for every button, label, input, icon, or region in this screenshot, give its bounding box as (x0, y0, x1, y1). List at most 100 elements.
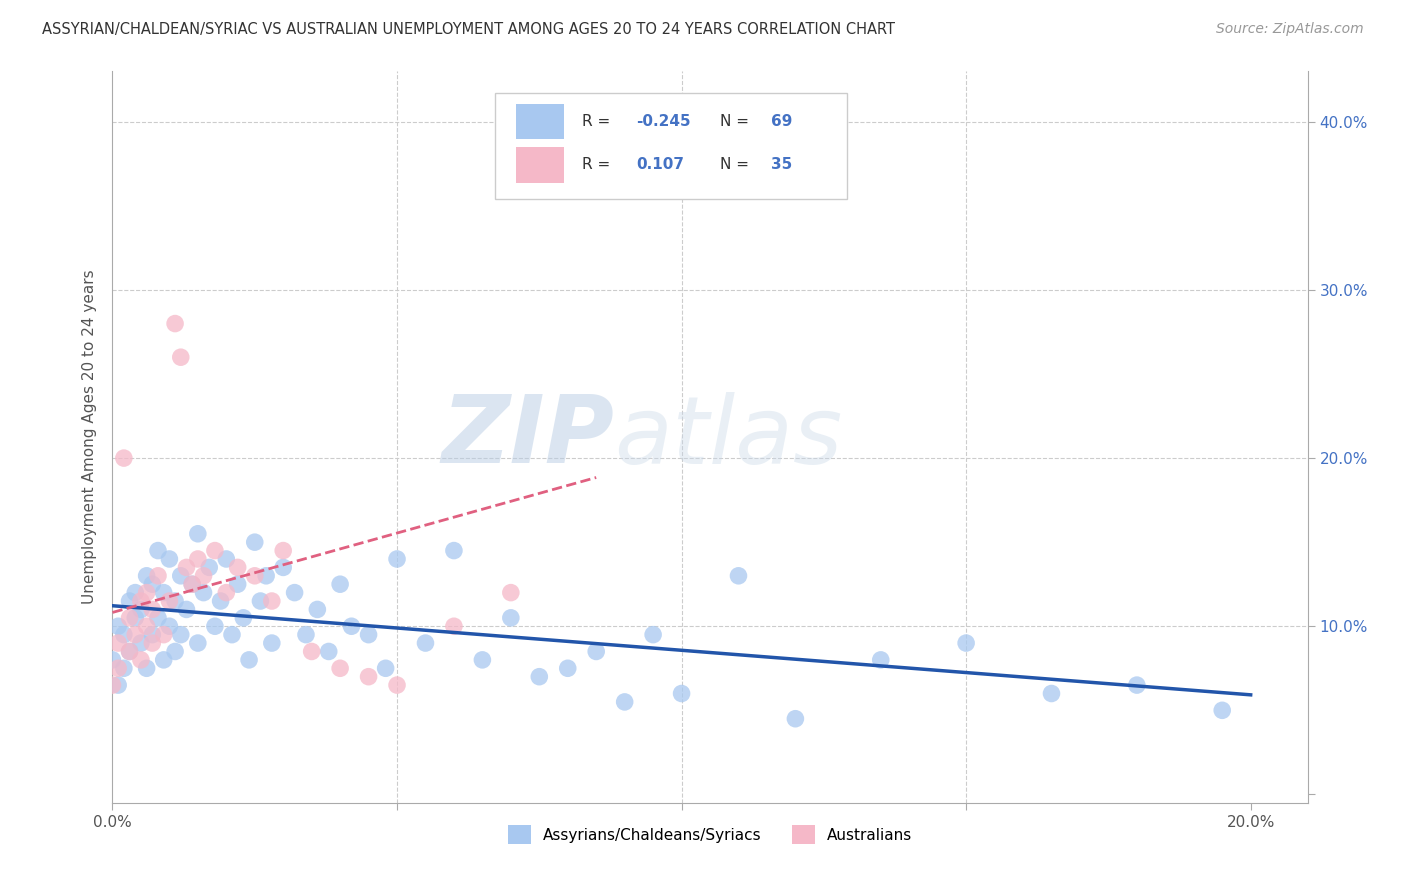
Point (141, 602, 163, 616)
Point (129, 602, 152, 616)
Point (181, 577, 204, 591)
Point (226, 560, 249, 574)
Point (152, 585, 174, 599)
Point (152, 653, 174, 667)
Point (613, 695, 636, 709)
Point (260, 594, 283, 608)
Point (187, 552, 209, 566)
Point (165, 644, 187, 658)
Point (107, 661, 129, 675)
Point (157, 619, 180, 633)
Point (254, 569, 277, 583)
Text: ZIP: ZIP (441, 391, 614, 483)
Point (443, 619, 465, 633)
Point (385, 552, 408, 566)
Text: 0.107: 0.107 (636, 158, 683, 172)
Point (307, 602, 329, 616)
Text: 35: 35 (770, 158, 792, 172)
Point (585, 131, 607, 145)
Point (585, 644, 607, 658)
Point (135, 585, 157, 599)
Point (112, 451, 135, 466)
Point (869, 653, 891, 667)
Point (198, 560, 221, 574)
Point (643, 627, 665, 641)
Point (357, 670, 380, 684)
Point (260, 636, 283, 650)
Point (118, 594, 141, 608)
Point (215, 585, 238, 599)
Point (329, 661, 352, 675)
Point (141, 636, 163, 650)
Text: Source: ZipAtlas.com: Source: ZipAtlas.com (1216, 22, 1364, 37)
Point (671, 686, 693, 700)
Point (785, 712, 807, 726)
Point (101, 678, 124, 692)
Point (357, 627, 380, 641)
Point (215, 552, 238, 566)
Point (124, 585, 146, 599)
Point (146, 543, 169, 558)
Point (129, 636, 152, 650)
Point (318, 644, 340, 658)
Point (152, 627, 174, 641)
Point (135, 619, 157, 633)
Point (146, 569, 169, 583)
Point (271, 560, 294, 574)
Point (118, 611, 141, 625)
Point (118, 644, 141, 658)
Text: N =: N = (720, 113, 754, 128)
Point (385, 678, 408, 692)
Point (557, 661, 579, 675)
Point (124, 611, 146, 625)
Point (284, 585, 307, 599)
Point (443, 543, 465, 558)
Point (170, 350, 193, 364)
Point (529, 670, 551, 684)
Point (271, 543, 294, 558)
Point (1211, 703, 1233, 717)
Text: atlas: atlas (614, 392, 842, 483)
Text: ASSYRIAN/CHALDEAN/SYRIAC VS AUSTRALIAN UNEMPLOYMENT AMONG AGES 20 TO 24 YEARS CO: ASSYRIAN/CHALDEAN/SYRIAC VS AUSTRALIAN U… (42, 22, 896, 37)
Point (181, 577, 204, 591)
Bar (516, 147, 564, 183)
Point (232, 611, 254, 625)
Point (1126, 678, 1149, 692)
Point (226, 577, 249, 591)
Point (243, 569, 266, 583)
Point (193, 585, 215, 599)
Point (340, 619, 363, 633)
Point (238, 653, 260, 667)
Point (107, 619, 129, 633)
Point (955, 636, 977, 650)
Point (249, 594, 271, 608)
Text: -0.245: -0.245 (636, 113, 690, 128)
Point (170, 627, 193, 641)
Point (170, 569, 193, 583)
Point (471, 653, 494, 667)
Point (204, 619, 226, 633)
Point (107, 636, 129, 650)
Point (135, 569, 157, 583)
Point (176, 602, 198, 616)
Point (187, 526, 209, 541)
Point (146, 611, 169, 625)
Point (112, 661, 135, 675)
Legend: Assyrians/Chaldeans/Syriacs, Australians: Assyrians/Chaldeans/Syriacs, Australians (502, 819, 918, 850)
Point (209, 594, 232, 608)
Point (129, 653, 152, 667)
Point (301, 644, 323, 658)
Point (157, 594, 180, 608)
Bar (516, 103, 564, 138)
Point (221, 627, 243, 641)
Point (157, 552, 180, 566)
Point (204, 543, 226, 558)
Point (135, 661, 157, 675)
Point (141, 627, 163, 641)
Text: N =: N = (720, 158, 754, 172)
Point (165, 317, 187, 331)
Bar (495, 94, 848, 200)
Point (499, 611, 522, 625)
Point (499, 585, 522, 599)
Text: R =: R = (582, 158, 620, 172)
